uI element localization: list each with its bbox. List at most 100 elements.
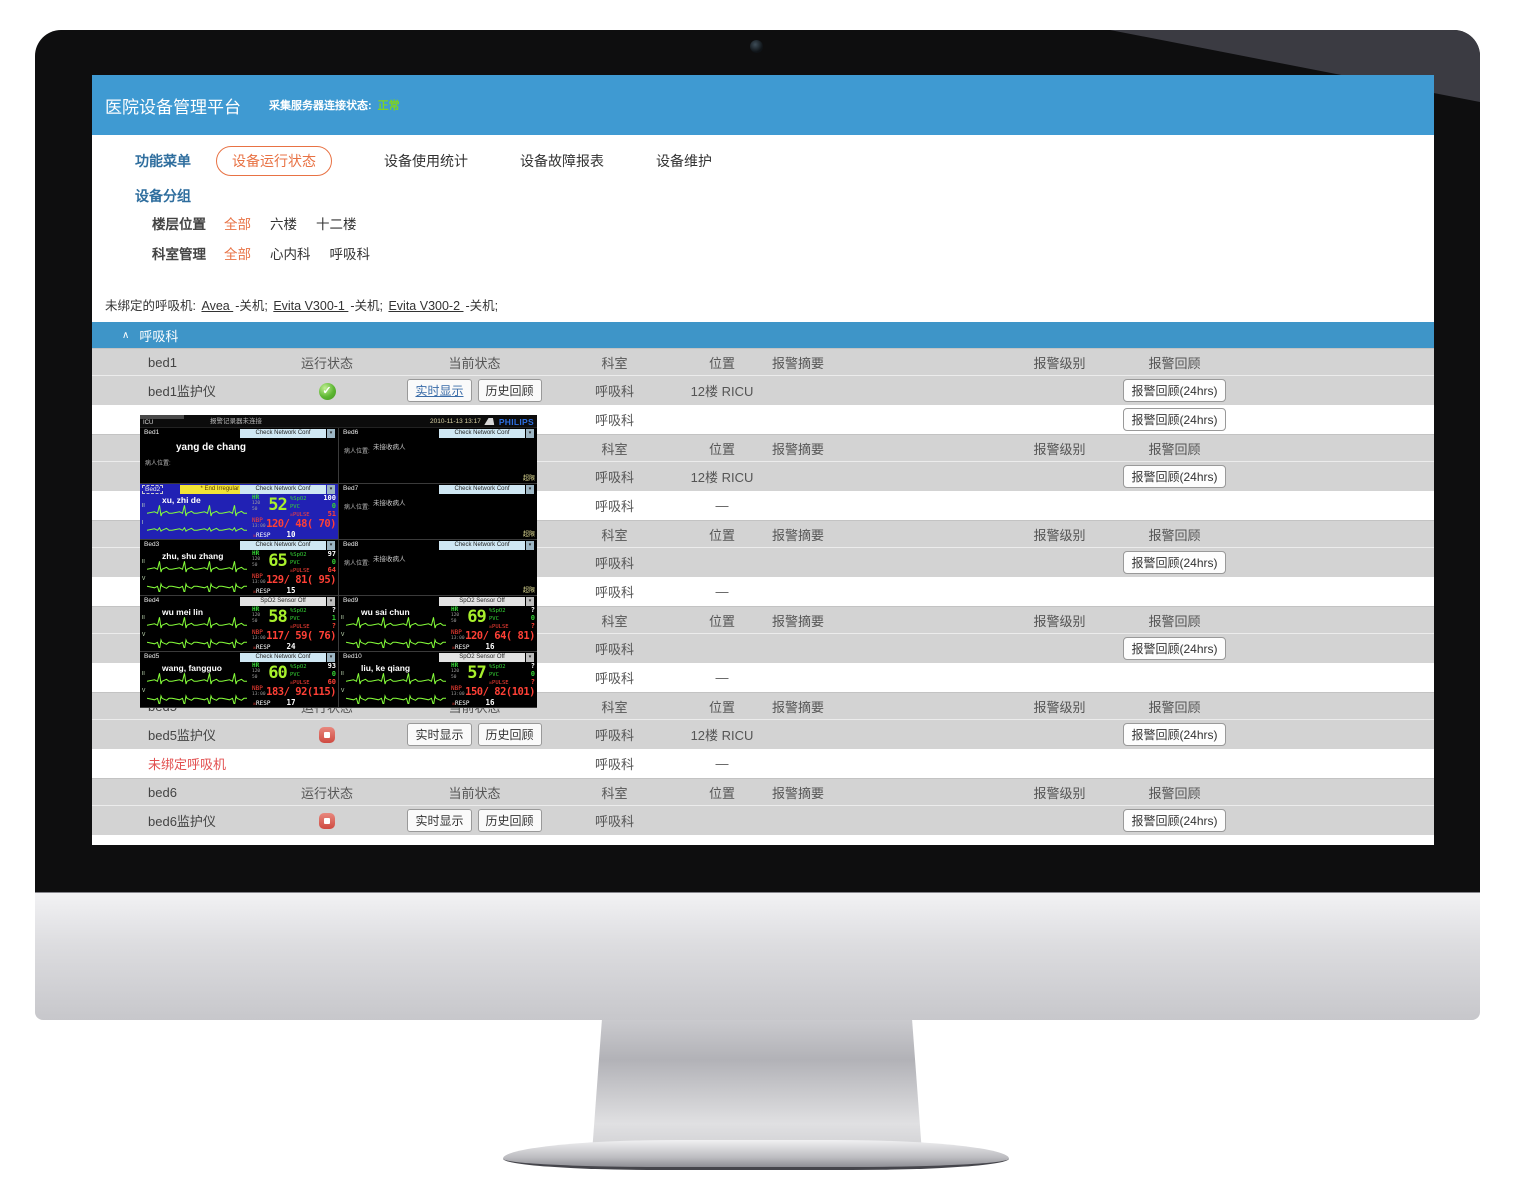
pvc-label: PVC [290, 616, 300, 622]
hr-high-limit: 120 [252, 501, 261, 506]
pvc-label: PVC [489, 616, 499, 622]
alarm-review-24h-button[interactable]: 报警回顾(24hrs) [1123, 465, 1226, 488]
nav-item-maintenance[interactable]: 设备维护 [656, 153, 712, 169]
resp-value: 15 [286, 586, 296, 595]
column-label-alarm-review: 报警回顾 [1148, 699, 1201, 715]
pvc-value: 0 [331, 502, 336, 510]
alarm-review-24h-button[interactable]: 报警回顾(24hrs) [1123, 637, 1226, 660]
spo2-value: 93 [327, 662, 336, 670]
ecg-lead-label: II [341, 615, 344, 621]
patient-location-label: 病人位置: [344, 561, 370, 567]
filter-option[interactable]: 全部 [224, 217, 251, 232]
table-device-row: bed6监护仪 实时显示 历史回顾 呼吸科 报警回顾(24hrs) [92, 805, 1434, 835]
spo2-value: ? [530, 606, 535, 614]
network-conf-dropdown[interactable]: Check Network Conf [240, 541, 326, 550]
nav-item-device-run-status[interactable]: 设备运行状态 [216, 146, 332, 176]
filter-option[interactable]: 六楼 [270, 217, 297, 232]
filter-option[interactable]: 心内科 [270, 247, 311, 262]
pvc-label: PVC [290, 560, 300, 566]
pulse-value: 64 [327, 566, 336, 574]
dropdown-arrow-icon[interactable]: ▾ [526, 429, 534, 438]
resp-label: ☒RESP [253, 644, 271, 651]
ventilator-link[interactable]: Evita V300-2 [388, 299, 464, 313]
dropdown-arrow-icon[interactable]: ▾ [327, 597, 335, 606]
alarm-off-icon: ☒ [253, 589, 257, 595]
network-conf-dropdown[interactable]: Check Network Conf [439, 541, 525, 550]
dropdown-arrow-icon[interactable]: ▾ [526, 597, 534, 606]
ecg-wave-row [146, 672, 247, 692]
monitor-bed-grid: Bed1 Check Network Conf ▾ yang de chang 病人位置… [140, 428, 537, 708]
alarm-review-24h-button[interactable]: 报警回顾(24hrs) [1123, 551, 1226, 574]
column-label-alarm-level: 报警级别 [1033, 355, 1086, 371]
patient-location-label: 病人位置: [344, 505, 370, 511]
nav-item-function-menu[interactable]: 功能菜单 [135, 153, 191, 169]
column-label-alarm-summary: 报警摘要 [772, 613, 825, 629]
filter-option[interactable]: 十二楼 [316, 217, 357, 232]
table-device-row: bed5监护仪 实时显示 历史回顾 呼吸科 12楼 RICU 报警回顾(24hrs) [92, 719, 1434, 749]
hr-low-limit: 50 [252, 619, 258, 624]
network-conf-dropdown[interactable]: Check Network Conf [439, 429, 525, 438]
network-conf-dropdown[interactable]: Check Network Conf [240, 485, 326, 494]
alarm-review-24h-button[interactable]: 报警回顾(24hrs) [1123, 379, 1226, 402]
pulse-value: ? [331, 622, 336, 630]
column-label-alarm-level: 报警级别 [1033, 785, 1086, 801]
alarm-review-24h-button[interactable]: 报警回顾(24hrs) [1123, 809, 1226, 832]
ecg-wave-row [345, 672, 446, 692]
spo2-label: %SpO2 [290, 496, 307, 502]
device-name: 未绑定呼吸机 [148, 757, 227, 772]
monitor-bed-tile: Bed4 SpO2 Sensor Off ▾ wu mei lin II V HR 120 50… [140, 596, 338, 651]
history-review-button[interactable]: 历史回顾 [477, 723, 542, 746]
alarm-review-24h-button[interactable]: 报警回顾(24hrs) [1123, 408, 1226, 431]
history-review-button[interactable]: 历史回顾 [477, 809, 542, 832]
resp-label: ☒RESP [253, 532, 271, 539]
resp-value: 16 [485, 698, 495, 707]
nav-item-fault-report[interactable]: 设备故障报表 [520, 153, 604, 169]
cell-dept: 呼吸科 [594, 556, 634, 571]
dropdown-arrow-icon[interactable]: ▾ [327, 429, 335, 438]
hr-value: 57 [467, 663, 486, 683]
spo2-label: %SpO2 [290, 552, 307, 558]
cell-dept: 呼吸科 [594, 671, 634, 686]
ventilator-link[interactable]: Avea [201, 299, 234, 313]
realtime-display-button[interactable]: 实时显示 [407, 723, 472, 746]
dropdown-arrow-icon[interactable]: ▾ [526, 485, 534, 494]
network-conf-dropdown[interactable]: Check Network Conf [439, 485, 525, 494]
device-name: bed6监护仪 [148, 814, 216, 829]
alarm-review-24h-button[interactable]: 报警回顾(24hrs) [1123, 723, 1226, 746]
ecg-wave-row [345, 689, 446, 707]
ecg-waveform [345, 694, 446, 706]
vitals-block: HR 120 50 58 %SpO2? PVC 1 ☒PULSE? NBP 13:00 117/ 5… [252, 607, 336, 652]
ecg-lead-label: V [142, 632, 146, 638]
history-review-button[interactable]: 历史回顾 [477, 379, 542, 402]
realtime-display-button[interactable]: 实时显示 [407, 809, 472, 832]
realtime-display-button[interactable]: 实时显示 [407, 379, 472, 402]
filter-row-floor: 楼层位置 全部 六楼 十二楼 [152, 213, 1434, 233]
pulse-value: 51 [327, 510, 336, 518]
ventilator-link[interactable]: Evita V300-1 [273, 299, 349, 313]
dropdown-arrow-icon[interactable]: ▾ [526, 541, 534, 550]
dropdown-arrow-icon[interactable]: ▾ [327, 541, 335, 550]
nav-item-usage-stats[interactable]: 设备使用统计 [384, 153, 468, 169]
status-stopped-icon [319, 726, 335, 743]
monitor-bed-tile: Bed3 Check Network Conf ▾ zhu, shu zhang II V… [140, 540, 338, 595]
network-conf-dropdown[interactable]: Check Network Conf [240, 429, 326, 438]
alarm-off-icon: ☒ [253, 645, 257, 651]
realtime-monitor-overlay: ICU 报警记录器未连接 2010-11-13 13:17 PHILIPS Be… [140, 415, 537, 708]
chevron-up-icon[interactable]: ∧ [122, 329, 130, 341]
hr-label: HR [252, 494, 260, 501]
filter-option[interactable]: 呼吸科 [329, 247, 371, 262]
column-label-status: 运行状态 [300, 355, 353, 371]
dropdown-arrow-icon[interactable]: ▾ [327, 485, 335, 494]
hr-high-limit: 120 [252, 557, 261, 562]
dropdown-arrow-icon[interactable]: ▾ [526, 653, 534, 662]
unit-label: ICU [143, 420, 154, 426]
section-bar-respiratory[interactable]: ∧ 呼吸科 [92, 322, 1434, 348]
page-title: 医院设备管理平台 [105, 97, 241, 117]
network-conf-dropdown[interactable]: Check Network Conf [240, 653, 326, 662]
filter-option[interactable]: 全部 [224, 247, 251, 262]
resp-value: 16 [485, 642, 495, 651]
dropdown-arrow-icon[interactable]: ▾ [327, 653, 335, 662]
column-label-dept: 科室 [601, 355, 628, 371]
column-label-alarm-summary: 报警摘要 [772, 699, 825, 715]
ecg-wave-row [146, 504, 247, 524]
